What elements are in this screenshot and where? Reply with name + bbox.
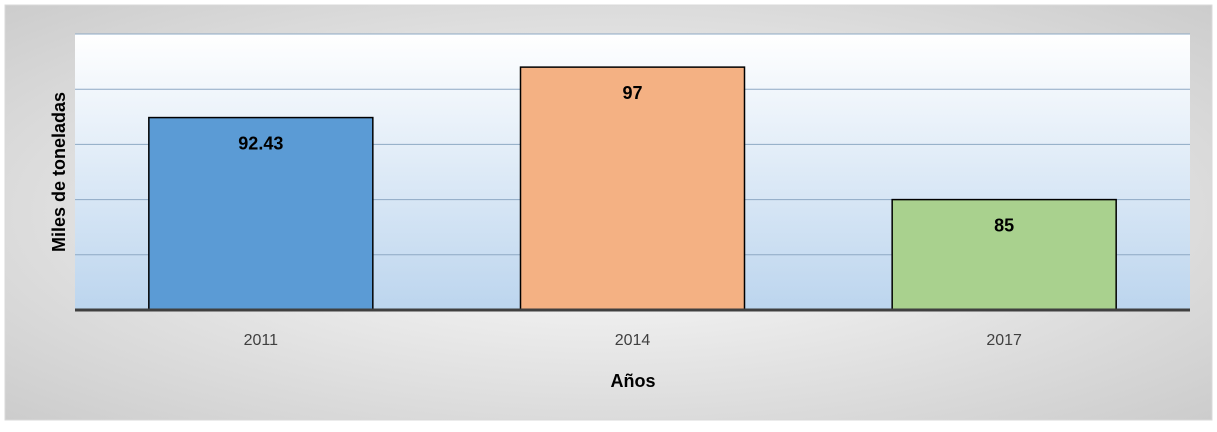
x-axis-label: Años (611, 371, 656, 391)
x-tick-label: 2017 (986, 332, 1022, 349)
x-tick-label: 2011 (244, 332, 279, 349)
data-label: 97 (622, 83, 642, 103)
x-tick-label: 2014 (615, 332, 651, 349)
bar (519, 66, 746, 311)
data-label: 85 (994, 215, 1014, 235)
data-label: 92.43 (238, 133, 283, 153)
y-axis-label: Miles de toneladas (49, 92, 69, 252)
